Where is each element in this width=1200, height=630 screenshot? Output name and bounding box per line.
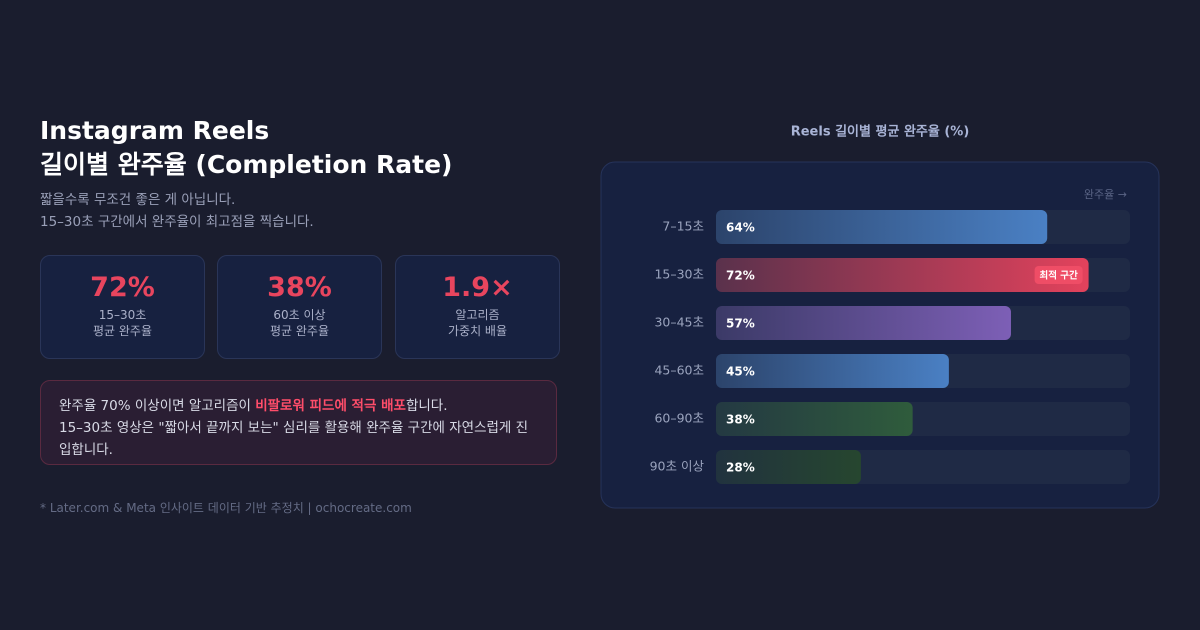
- stat-value: 72%: [90, 272, 155, 303]
- badge-label: 최적 구간: [1039, 270, 1078, 282]
- category-label: 60–90초: [654, 411, 704, 426]
- stat-label-line: 평균 완주율: [269, 324, 329, 338]
- stat-value: 38%: [267, 272, 332, 303]
- callout-text: 15–30초 영상은 "짧아서 끝까지 보는" 심리를 활용해 완주율 구간에 …: [59, 420, 529, 458]
- badge: [1034, 266, 1083, 284]
- bar: [716, 258, 1089, 292]
- chart-title: Reels 길이별 평균 완주율 (%): [791, 124, 970, 140]
- stat-label-line: 가중치 배율: [447, 324, 507, 338]
- footnote: * Later.com & Meta 인사이트 데이터 기반 추정치 | och…: [40, 501, 412, 515]
- category-label: 90초 이상: [650, 459, 705, 474]
- callout-text: 합니다.: [405, 398, 448, 414]
- title-line: Instagram Reels: [40, 116, 270, 145]
- title-line: 길이별 완주율 (Completion Rate): [40, 150, 453, 179]
- chart: Reels 길이별 평균 완주율 (%) 완주율 → 7–15초 64% 15–30…: [600, 124, 1160, 509]
- callout-highlight: 비팔로워 피드에 적극 배포: [255, 398, 406, 414]
- value-label: 38%: [726, 413, 755, 427]
- value-label: 45%: [726, 365, 755, 379]
- value-label: 64%: [726, 221, 755, 235]
- category-label: 45–60초: [654, 363, 704, 378]
- stat-label-line: 60초 이상: [273, 308, 326, 322]
- category-label: 15–30초: [654, 267, 704, 282]
- title: Instagram Reels 길이별 완주율 (Completion Rate): [40, 114, 452, 182]
- bar: [716, 210, 1048, 244]
- stat-label-line: 15–30초: [98, 308, 147, 322]
- axis-label: 완주율 →: [1084, 188, 1127, 201]
- subtitle: 짧을수록 무조건 좋은 게 아닙니다. 15–30초 구간에서 완주율이 최고점을…: [40, 189, 314, 233]
- subtitle-line: 짧을수록 무조건 좋은 게 아닙니다.: [40, 192, 236, 208]
- value-label: 28%: [726, 461, 755, 475]
- bar: [716, 306, 1011, 340]
- bar: [716, 450, 861, 484]
- value-label: 57%: [726, 317, 755, 331]
- stat-label-line: 평균 완주율: [92, 324, 152, 338]
- value-label: 72%: [726, 269, 755, 283]
- stat-label-line: 알고리즘: [455, 308, 500, 322]
- callout: 완주율 70% 이상이면 알고리즘이 비팔로워 피드에 적극 배포합니다. 15–…: [40, 380, 557, 465]
- callout-text: 완주율 70% 이상이면 알고리즘이: [59, 398, 256, 414]
- category-label: 30–45초: [654, 315, 704, 330]
- category-label: 7–15초: [662, 219, 704, 234]
- subtitle-line: 15–30초 구간에서 완주율이 최고점을 찍습니다.: [40, 214, 314, 230]
- bar: [716, 354, 949, 388]
- stat-value: 1.9×: [442, 272, 513, 303]
- bar: [716, 402, 913, 436]
